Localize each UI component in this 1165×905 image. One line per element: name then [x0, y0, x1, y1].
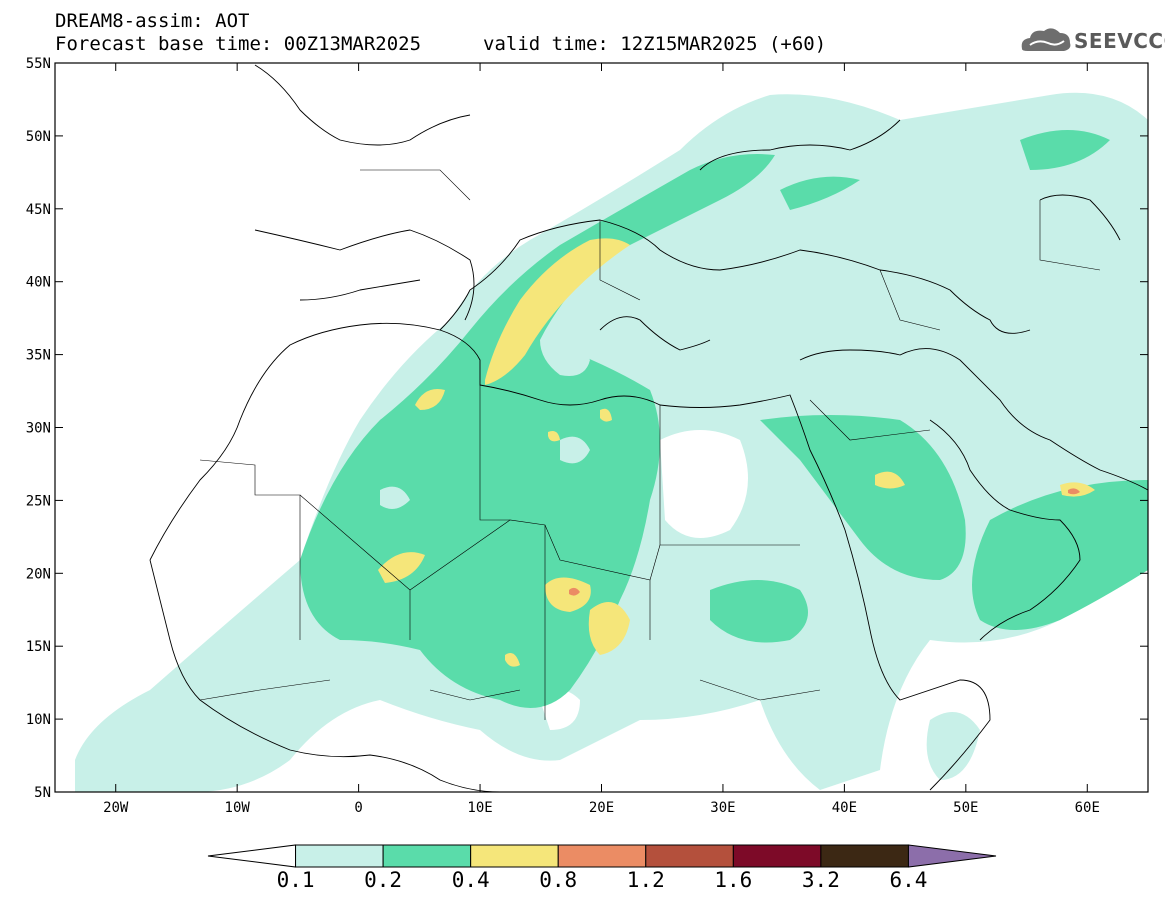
lat-label: 10N: [26, 712, 51, 728]
lat-label: 30N: [26, 421, 51, 437]
lon-label: 40E: [832, 800, 857, 816]
lon-label: 20E: [589, 800, 614, 816]
colorbar-label: 0.4: [451, 868, 490, 892]
colorbar-segment: [470, 844, 559, 868]
lat-label: 15N: [26, 639, 51, 655]
lat-label: 25N: [26, 493, 51, 509]
lat-label: 40N: [26, 275, 51, 291]
lon-label: 60E: [1075, 800, 1100, 816]
cloud-icon: [1021, 28, 1071, 51]
colorbar-segment: [732, 844, 822, 868]
lat-label: 50N: [26, 129, 51, 145]
aot-green-holes: [380, 337, 590, 509]
lat-label: 20N: [26, 566, 51, 582]
colorbar-label: 1.2: [626, 868, 665, 892]
longitude-ticks: 20W 10W 0 10E 20E 30E 40E 50E 60E: [103, 63, 1100, 816]
colorbar-label: 6.4: [889, 868, 928, 892]
colorbar-label: 3.2: [801, 868, 840, 892]
logo-text: SEEVCCC: [1074, 29, 1165, 53]
lat-label: 55N: [26, 56, 51, 72]
coastlines: [149, 64, 1148, 792]
colorbar-segment: [820, 844, 909, 868]
aot-level-0.8: [569, 488, 1080, 596]
forecast-base-time: Forecast base time: 00Z13MAR2025: [55, 33, 422, 55]
lon-label: 10E: [467, 800, 492, 816]
colorbar-segment: [907, 844, 997, 868]
colorbar: [207, 844, 997, 868]
lon-label: 30E: [710, 800, 735, 816]
colorbar-segment: [645, 844, 734, 868]
colorbar-label: 0.8: [539, 868, 578, 892]
lon-label: 0: [354, 800, 362, 816]
colorbar-segment: [295, 844, 384, 868]
colorbar-segment: [557, 844, 647, 868]
country-borders: [199, 169, 1101, 720]
aot-level-0.2: [300, 130, 1148, 708]
colorbar-label: 1.6: [714, 868, 753, 892]
lat-label: 35N: [26, 348, 51, 364]
valid-time: valid time: 12Z15MAR2025 (+60): [483, 33, 827, 55]
colorbar-segment: [382, 844, 472, 868]
lat-label: 45N: [26, 202, 51, 218]
lat-label: 5N: [34, 785, 51, 801]
colorbar-label: 0.2: [364, 868, 403, 892]
lon-label: 20W: [103, 800, 129, 816]
colorbar-label: 0.1: [276, 868, 315, 892]
latitude-ticks: 55N 50N 45N 40N 35N 30N 25N 20N 15N 10N 5N: [26, 56, 1148, 801]
aot-holes: [158, 430, 748, 730]
aot-shading: [75, 92, 1148, 792]
aot-level-0.4: [378, 238, 1095, 667]
lon-label: 50E: [953, 800, 978, 816]
chart-title: DREAM8-assim: AOT: [55, 10, 250, 32]
lon-label: 10W: [225, 800, 251, 816]
colorbar-segment: [207, 844, 297, 868]
